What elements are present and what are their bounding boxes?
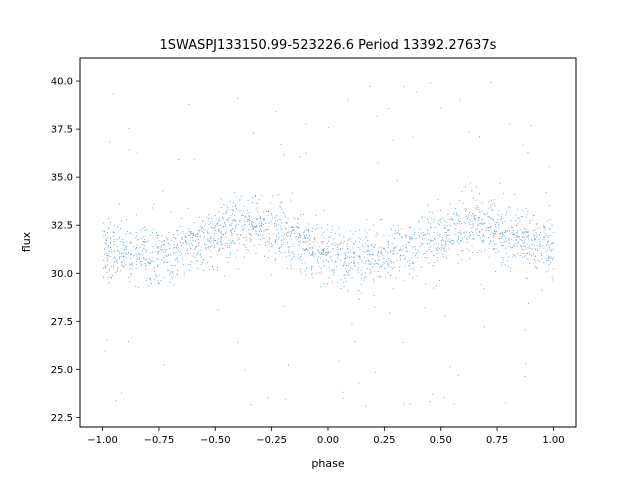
y-tick-label: 40.0 bbox=[51, 77, 73, 88]
x-axis-label: phase bbox=[311, 457, 344, 470]
y-tick-label: 22.5 bbox=[51, 413, 73, 424]
y-axis-label: flux bbox=[20, 231, 33, 252]
x-tick-label: 1.00 bbox=[542, 435, 564, 446]
x-tick-label: −1.00 bbox=[87, 435, 118, 446]
y-axis: 22.5 25.0 27.5 30.0 32.5 35.0 37.5 40.0 bbox=[51, 77, 80, 424]
chart-title: 1SWASPJ133150.99-523226.6 Period 13392.2… bbox=[160, 38, 497, 53]
x-tick-label: 0.00 bbox=[317, 435, 339, 446]
y-tick-label: 37.5 bbox=[51, 125, 73, 136]
y-tick-label: 30.0 bbox=[51, 269, 73, 280]
y-tick-label: 32.5 bbox=[51, 221, 73, 232]
x-tick-label: 0.25 bbox=[373, 435, 395, 446]
y-tick-label: 27.5 bbox=[51, 317, 73, 328]
y-tick-label: 25.0 bbox=[51, 365, 73, 376]
x-axis: −1.00 −0.75 −0.50 −0.25 0.00 0.25 0.50 0.75 1.00 bbox=[87, 427, 565, 446]
y-tick-label: 35.0 bbox=[51, 173, 73, 184]
x-tick-label: −0.75 bbox=[144, 435, 175, 446]
x-tick-label: −0.25 bbox=[256, 435, 287, 446]
x-tick-label: 0.50 bbox=[430, 435, 452, 446]
x-tick-label: −0.50 bbox=[200, 435, 231, 446]
x-tick-label: 0.75 bbox=[486, 435, 508, 446]
